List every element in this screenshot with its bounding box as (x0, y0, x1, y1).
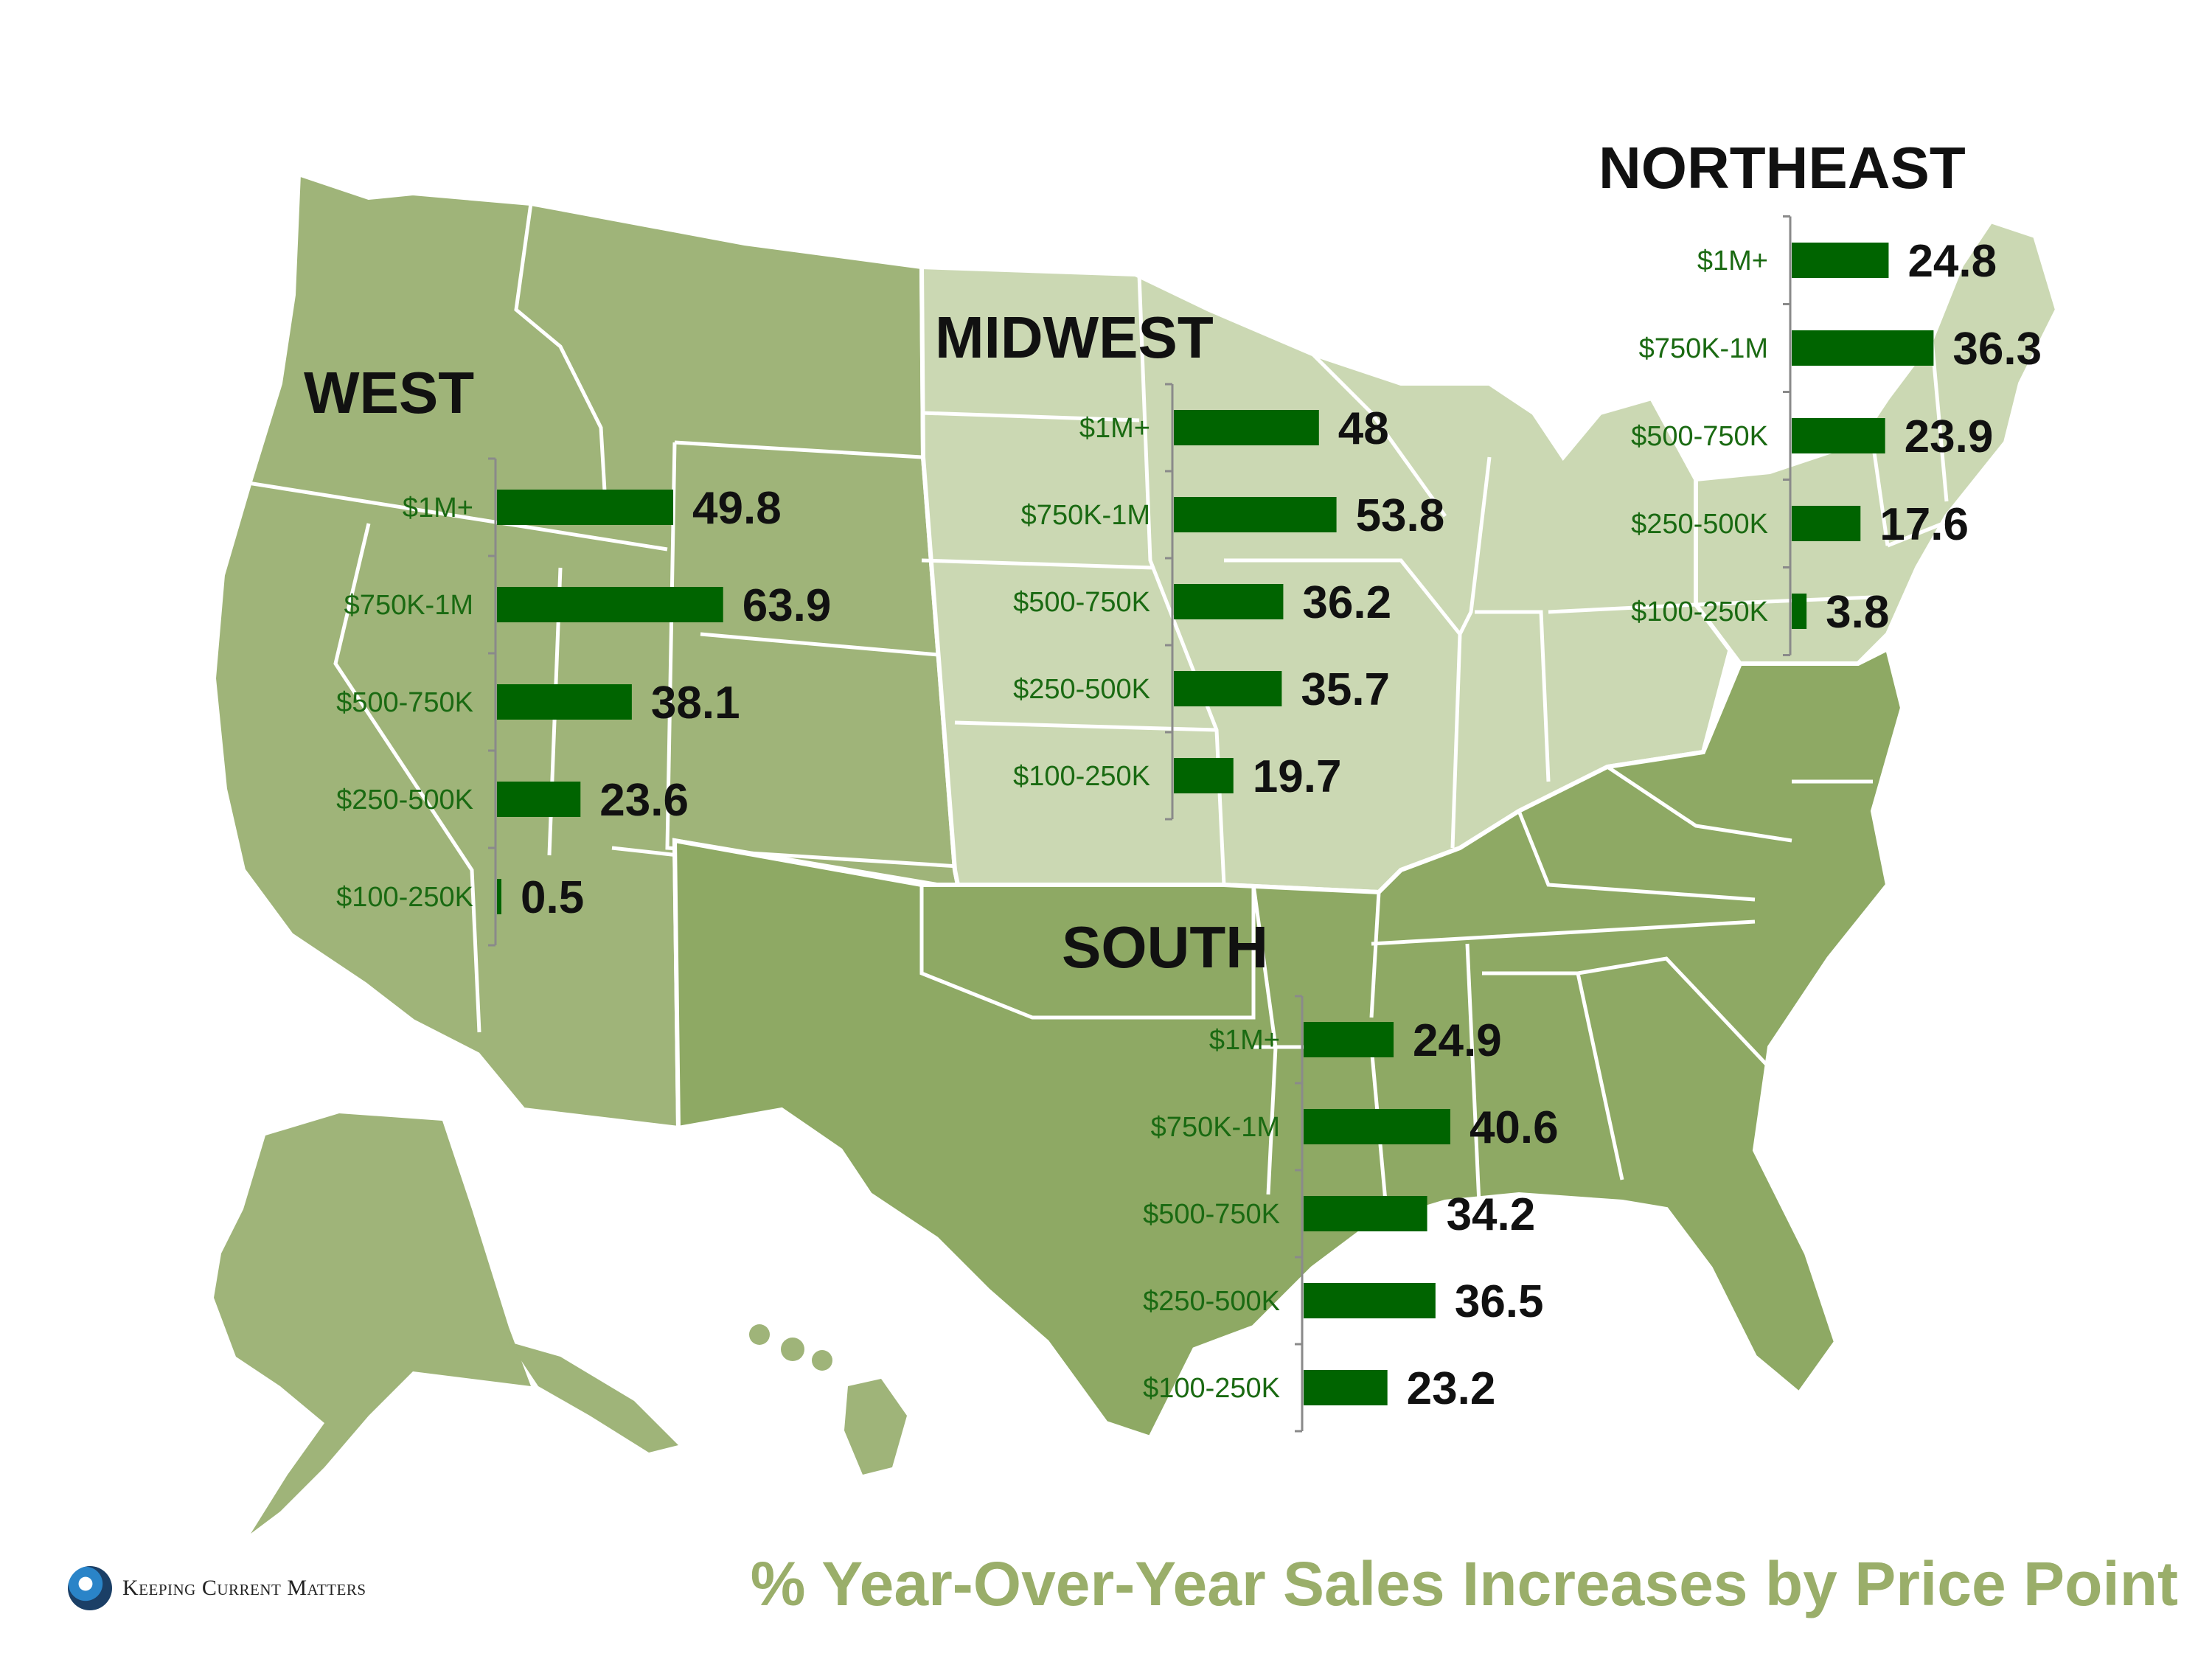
south-bar (1304, 1196, 1427, 1231)
west-bar (497, 879, 501, 914)
brand: Keeping Current Matters (68, 1566, 366, 1610)
northeast-value-label: 36.3 (1952, 324, 2042, 375)
midwest-category-label: $100-250K (1013, 761, 1150, 792)
map-alaska-panhandle (509, 1342, 678, 1453)
midwest-value-label: 48 (1338, 403, 1389, 454)
south-value-label: 40.6 (1470, 1102, 1559, 1153)
northeast-category-label: $1M+ (1697, 246, 1768, 276)
west-value-label: 49.8 (692, 483, 782, 534)
map-midwest-borders (921, 274, 1697, 886)
midwest-bar (1174, 410, 1319, 445)
south-category-label: $750K-1M (1151, 1112, 1280, 1143)
west-category-label: $750K-1M (344, 590, 473, 621)
midwest-value-label: 19.7 (1253, 751, 1342, 802)
midwest-category-label: $500-750K (1013, 587, 1150, 618)
map-south-region (672, 645, 1905, 1441)
west-value-label: 38.1 (651, 678, 740, 728)
west-value-label: 23.6 (599, 775, 689, 826)
midwest-title: MIDWEST (935, 305, 1214, 370)
west-category-label: $1M+ (403, 493, 473, 524)
northeast-value-label: 23.9 (1905, 411, 1994, 462)
northeast-value-label: 24.8 (1907, 236, 1997, 287)
midwest-bar (1174, 671, 1282, 706)
map-hawaii (749, 1324, 907, 1475)
northeast-bar (1792, 594, 1807, 629)
midwest-bar (1174, 584, 1284, 619)
midwest-bar (1174, 758, 1234, 793)
northeast-value-label: 17.6 (1879, 499, 1969, 550)
bars-layer: $1M+ 49.8 $750K-1M 63.9 $500-750K 38.1 $250-50… (336, 215, 2042, 1433)
chart-title: % Year-Over-Year Sales Increases by Pric… (750, 1549, 2178, 1618)
west-bar (497, 782, 581, 817)
south-value-label: 36.5 (1455, 1276, 1544, 1327)
map-northeast-borders (1695, 338, 1962, 607)
northeast-bar (1792, 418, 1885, 453)
south-bar (1304, 1109, 1450, 1144)
map-alaska (214, 1113, 531, 1534)
midwest-category-label: $250-500K (1013, 674, 1150, 705)
south-category-label: $100-250K (1143, 1373, 1280, 1404)
west-category-label: $250-500K (336, 785, 473, 815)
south-category-label: $250-500K (1143, 1286, 1280, 1317)
south-title: SOUTH (1062, 914, 1268, 980)
map-west-region (211, 170, 961, 1131)
midwest-value-label: 53.8 (1356, 490, 1445, 541)
west-value-label: 63.9 (742, 580, 832, 631)
south-bar (1304, 1370, 1388, 1405)
south-category-label: $1M+ (1209, 1025, 1280, 1056)
brand-name: Keeping Current Matters (122, 1576, 366, 1600)
northeast-category-label: $250-500K (1631, 509, 1768, 540)
northeast-bar (1792, 330, 1934, 366)
northeast-category-label: $100-250K (1631, 597, 1768, 627)
northeast-bar (1792, 506, 1861, 541)
south-value-label: 34.2 (1447, 1189, 1536, 1240)
northeast-category-label: $750K-1M (1639, 333, 1768, 364)
midwest-value-label: 35.7 (1301, 664, 1390, 715)
south-category-label: $500-750K (1143, 1199, 1280, 1230)
northeast-title: NORTHEAST (1599, 135, 1966, 201)
west-category-label: $500-750K (336, 687, 473, 718)
midwest-bar (1174, 497, 1337, 532)
west-bar (497, 684, 632, 720)
midwest-value-label: 36.2 (1302, 577, 1391, 628)
south-bar (1304, 1283, 1436, 1318)
midwest-category-label: $1M+ (1079, 413, 1150, 444)
west-title: WEST (304, 360, 474, 425)
west-value-label: 0.5 (521, 872, 584, 923)
northeast-bar (1792, 243, 1889, 278)
kcm-swirl-icon (68, 1566, 112, 1610)
northeast-category-label: $500-750K (1631, 421, 1768, 452)
south-bar (1304, 1022, 1394, 1057)
west-bar (497, 587, 723, 622)
south-value-label: 24.9 (1413, 1015, 1502, 1066)
south-value-label: 23.2 (1407, 1363, 1496, 1414)
northeast-value-label: 3.8 (1826, 587, 1889, 638)
west-category-label: $100-250K (336, 882, 473, 913)
midwest-category-label: $750K-1M (1021, 500, 1150, 531)
west-bar (497, 490, 674, 525)
